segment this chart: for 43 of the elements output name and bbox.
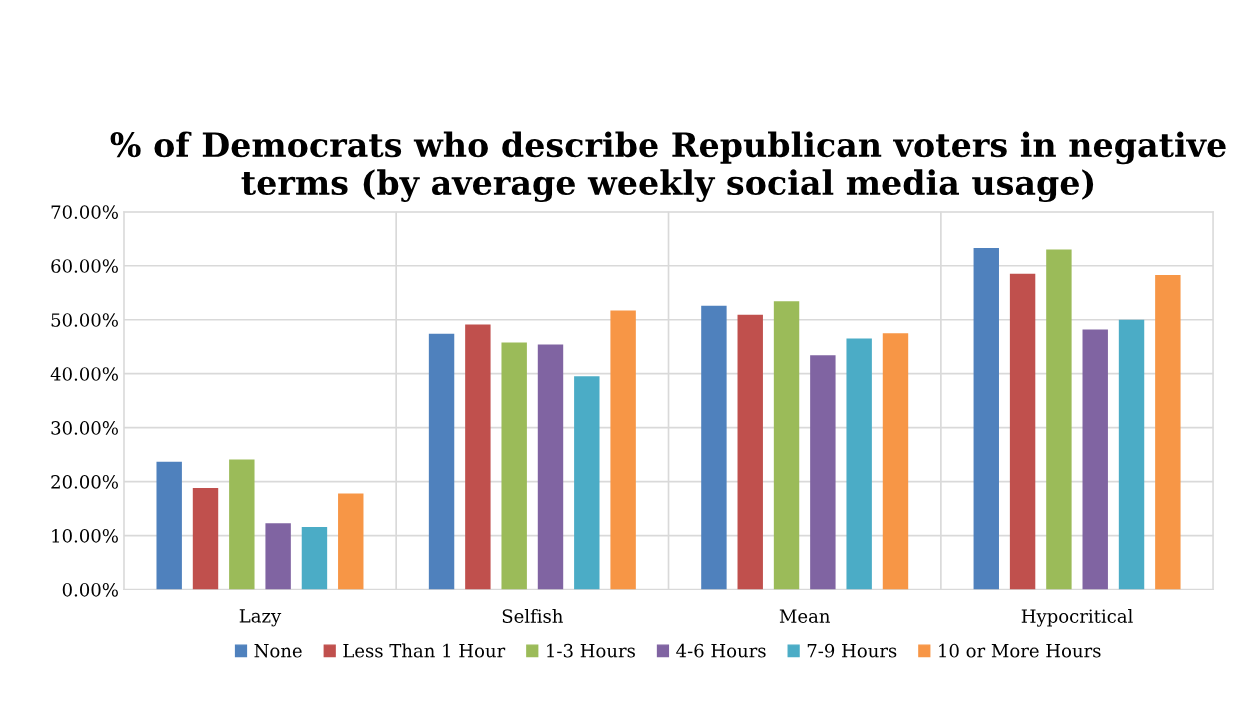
bar xyxy=(1118,319,1145,590)
y-tick-label: 60.00% xyxy=(51,259,118,273)
legend-label: 7-9 Hours xyxy=(807,643,897,658)
bar xyxy=(465,324,491,590)
y-tick-label: 30.00% xyxy=(51,421,118,435)
bar xyxy=(301,526,328,590)
y-tick-label: 70.00% xyxy=(51,205,118,219)
y-tick-label: 0.00% xyxy=(62,582,118,597)
legend-label: 1-3 Hours xyxy=(547,643,635,658)
bar xyxy=(574,376,600,590)
legend-label: 10 or More Hours xyxy=(939,643,1101,658)
y-tick-label: 10.00% xyxy=(52,529,118,543)
x-tick-label: Mean xyxy=(779,609,830,623)
bar xyxy=(1155,274,1181,590)
bar xyxy=(1046,249,1072,590)
bar xyxy=(1082,329,1108,590)
bar xyxy=(156,461,182,590)
chart-title: % of Democrats who describe Republican voters in negative terms (by average weekly social media usage) xyxy=(110,131,1226,203)
bar xyxy=(537,344,564,590)
bar xyxy=(338,493,364,590)
y-tick-label: 50.00% xyxy=(51,313,118,327)
bar xyxy=(610,310,636,590)
x-tick-label: Lazy xyxy=(239,609,282,627)
bar xyxy=(973,247,999,590)
bar xyxy=(810,355,836,590)
bar xyxy=(229,459,255,590)
bar xyxy=(882,333,909,590)
y-tick-label: 40.00% xyxy=(50,367,118,381)
bar xyxy=(773,301,800,590)
bar xyxy=(846,338,872,590)
bar xyxy=(1009,273,1036,590)
legend-label: 4-6 Hours xyxy=(676,643,766,658)
bar xyxy=(265,523,291,590)
bar xyxy=(737,314,763,590)
legend-label: Less Than 1 Hour xyxy=(343,643,506,658)
bar xyxy=(192,488,219,590)
x-tick-label: Hypocritical xyxy=(1021,608,1133,627)
bar xyxy=(428,333,455,590)
legend-label: None xyxy=(254,644,302,658)
y-tick-label: 20.00% xyxy=(51,475,118,489)
bar xyxy=(501,342,527,590)
x-tick-label: Selfish xyxy=(502,608,563,623)
bar xyxy=(701,305,727,590)
